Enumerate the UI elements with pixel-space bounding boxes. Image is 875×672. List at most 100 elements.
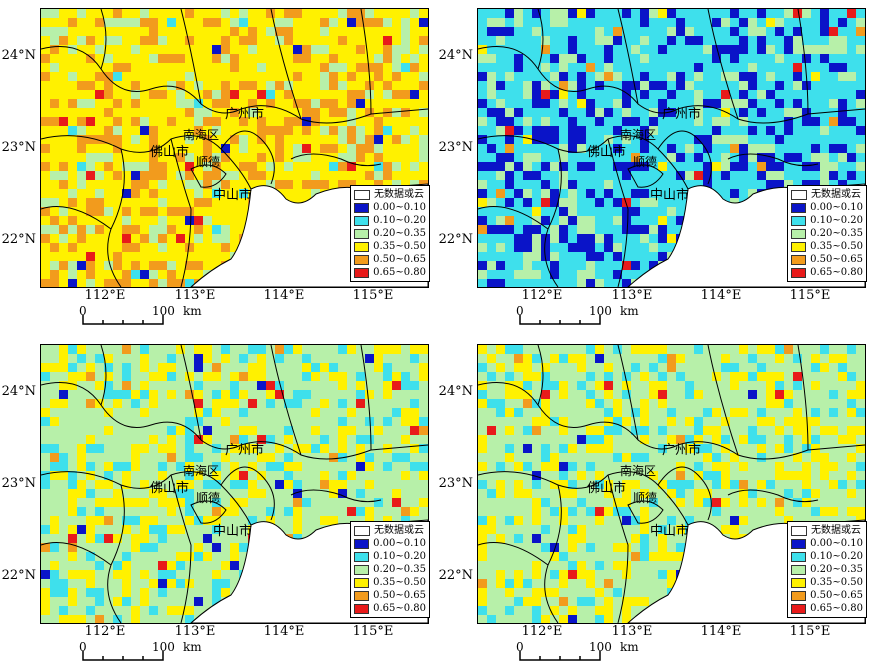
legend-label: 0.65~0.80 <box>373 267 426 278</box>
raster-cell <box>176 354 185 363</box>
raster-cell <box>149 534 158 543</box>
legend-item: 0.00~0.10 <box>791 201 863 214</box>
raster-cell <box>694 153 703 162</box>
raster-cell <box>293 72 302 81</box>
raster-cell <box>487 354 496 363</box>
raster-cell <box>374 54 383 63</box>
raster-cell <box>212 471 221 480</box>
raster-cell <box>203 516 212 525</box>
raster-cell <box>541 90 550 99</box>
raster-cell <box>167 435 176 444</box>
raster-cell <box>856 45 865 54</box>
raster-cell <box>604 81 613 90</box>
raster-cell <box>568 444 577 453</box>
raster-cell <box>478 444 487 453</box>
raster-cell <box>838 372 847 381</box>
raster-cell <box>613 408 622 417</box>
raster-cell <box>311 162 320 171</box>
raster-cell <box>329 27 338 36</box>
raster-cell <box>550 216 559 225</box>
raster-cell <box>185 171 194 180</box>
raster-cell <box>694 90 703 99</box>
raster-cell <box>847 507 856 516</box>
raster-cell <box>329 354 338 363</box>
raster-cell <box>757 363 766 372</box>
raster-cell <box>131 498 140 507</box>
legend-label: 0.10~0.20 <box>810 215 863 226</box>
raster-cell <box>410 426 419 435</box>
raster-cell <box>712 72 721 81</box>
raster-cell <box>176 108 185 117</box>
raster-cell <box>302 453 311 462</box>
raster-cell <box>140 36 149 45</box>
raster-cell <box>613 99 622 108</box>
raster-cell <box>811 162 820 171</box>
raster-cell <box>176 390 185 399</box>
raster-cell <box>410 372 419 381</box>
raster-cell <box>658 27 667 36</box>
raster-cell <box>68 153 77 162</box>
legend-label: 0.50~0.65 <box>810 254 863 265</box>
raster-cell <box>194 606 203 615</box>
raster-cell <box>811 135 820 144</box>
raster-cell <box>568 45 577 54</box>
raster-cell <box>185 390 194 399</box>
raster-cell <box>613 354 622 363</box>
raster-cell <box>140 198 149 207</box>
raster-cell <box>487 525 496 534</box>
raster-cell <box>203 507 212 516</box>
raster-cell <box>302 153 311 162</box>
raster-cell <box>766 144 775 153</box>
raster-cell <box>158 552 167 561</box>
raster-cell <box>694 489 703 498</box>
raster-cell <box>275 354 284 363</box>
raster-cell <box>311 525 320 534</box>
raster-cell <box>95 180 104 189</box>
raster-cell <box>185 399 194 408</box>
raster-cell <box>221 180 230 189</box>
raster-cell <box>721 354 730 363</box>
raster-cell <box>604 345 613 354</box>
raster-cell <box>194 372 203 381</box>
lon-label: 114°E <box>263 624 305 639</box>
raster-cell <box>847 45 856 54</box>
raster-cell <box>320 72 329 81</box>
raster-cell <box>104 444 113 453</box>
raster-cell <box>59 81 68 90</box>
raster-cell <box>185 543 194 552</box>
raster-cell <box>613 198 622 207</box>
raster-cell <box>631 381 640 390</box>
raster-cell <box>739 444 748 453</box>
raster-cell <box>739 126 748 135</box>
raster-cell <box>775 180 784 189</box>
raster-cell <box>514 345 523 354</box>
raster-cell <box>185 162 194 171</box>
raster-cell <box>275 435 284 444</box>
raster-cell <box>487 180 496 189</box>
raster-cell <box>113 579 122 588</box>
raster-cell <box>131 279 140 287</box>
raster-cell <box>149 225 158 234</box>
raster-cell <box>649 36 658 45</box>
raster-cell <box>275 498 284 507</box>
raster-cell <box>586 126 595 135</box>
raster-cell <box>523 363 532 372</box>
raster-cell <box>167 498 176 507</box>
raster-cell <box>478 216 487 225</box>
raster-cell <box>613 489 622 498</box>
raster-cell <box>122 45 131 54</box>
raster-cell <box>212 108 221 117</box>
raster-cell <box>158 45 167 54</box>
legend-item: 0.00~0.10 <box>354 201 426 214</box>
raster-cell <box>275 345 284 354</box>
raster-cell <box>775 444 784 453</box>
raster-cell <box>487 81 496 90</box>
raster-cell <box>338 435 347 444</box>
raster-cell <box>757 408 766 417</box>
raster-cell <box>505 390 514 399</box>
raster-cell <box>595 135 604 144</box>
raster-cell <box>275 126 284 135</box>
raster-cell <box>374 27 383 36</box>
raster-cell <box>775 480 784 489</box>
raster-cell <box>829 444 838 453</box>
